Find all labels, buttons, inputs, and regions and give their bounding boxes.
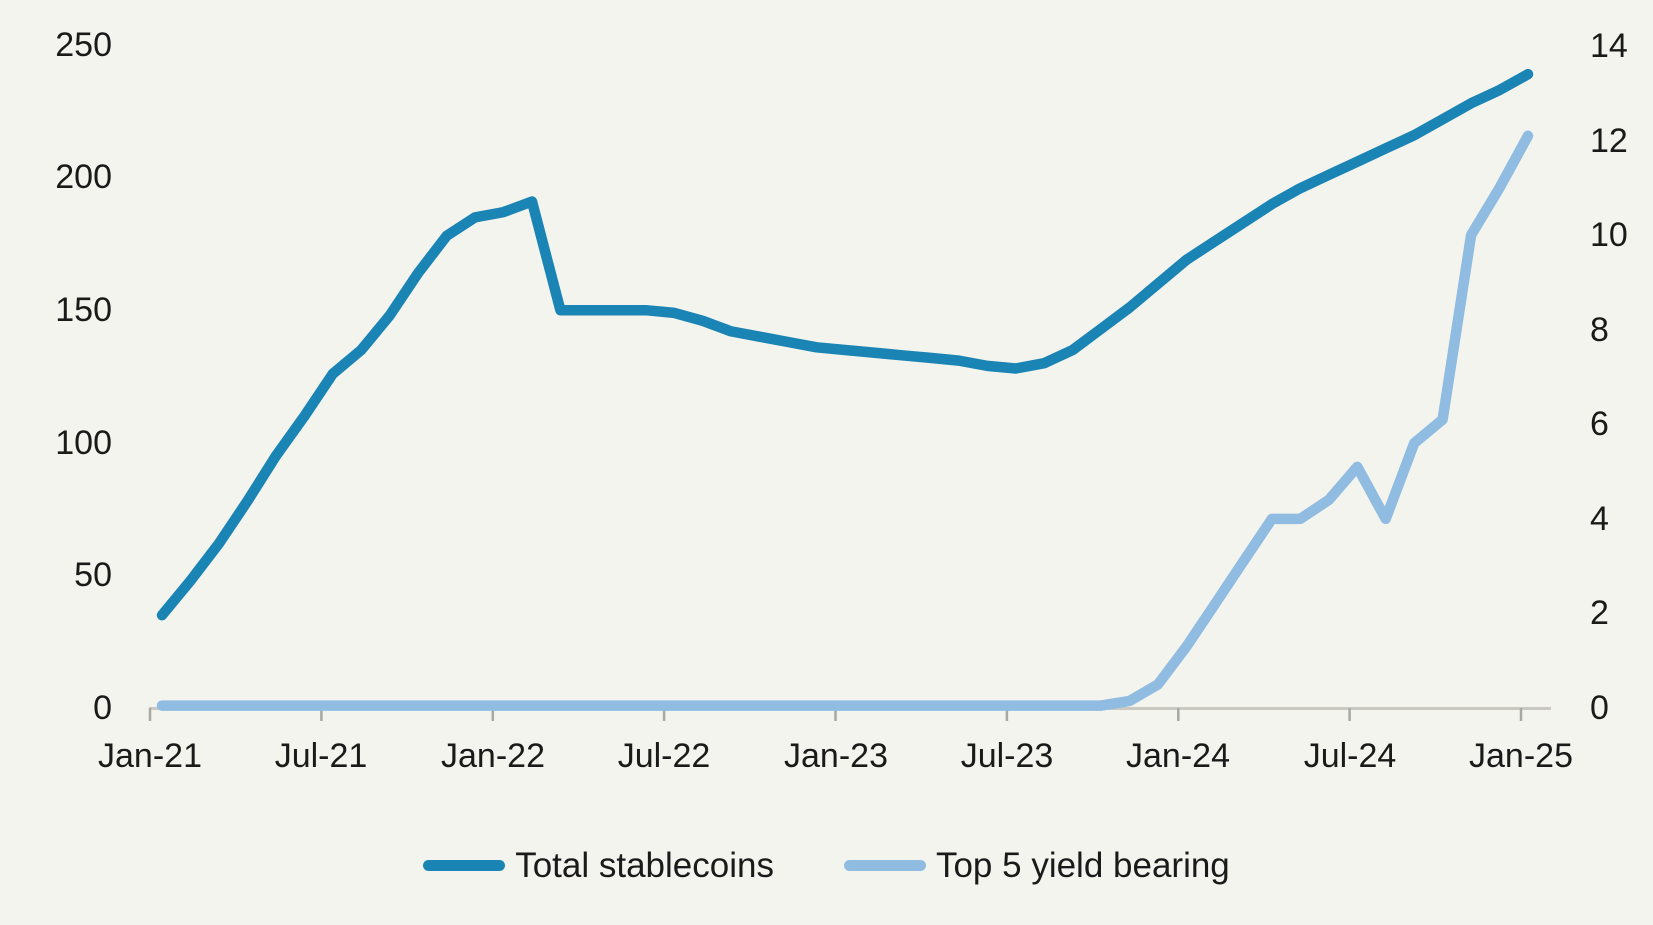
legend-label-total-stablecoins: Total stablecoins xyxy=(515,846,774,885)
x-axis-tick-label: Jan-25 xyxy=(1469,737,1573,775)
right-axis-tick-label: 4 xyxy=(1590,500,1609,538)
right-axis-tick-label: 12 xyxy=(1590,122,1628,160)
right-axis-tick-label: 10 xyxy=(1590,216,1628,254)
series-line-0 xyxy=(156,68,1534,621)
legend-item-top5-yield-bearing: Top 5 yield bearing xyxy=(843,846,1230,885)
x-axis-tick-label: Jul-22 xyxy=(617,737,711,775)
left-axis-tick-label: 50 xyxy=(74,556,112,594)
x-axis-tick-label: Jan-24 xyxy=(1126,737,1230,775)
right-axis-tick-label: 8 xyxy=(1590,311,1609,349)
legend-swatch-total-stablecoins xyxy=(423,860,506,871)
right-axis-tick-label: 0 xyxy=(1590,689,1609,727)
x-axis-tick-label: Jul-24 xyxy=(1303,737,1397,775)
right-axis-tick-label: 14 xyxy=(1590,27,1628,65)
series-line-1 xyxy=(156,130,1534,711)
x-axis-tick-label: Jul-23 xyxy=(960,737,1054,775)
legend-item-total-stablecoins: Total stablecoins xyxy=(423,848,774,883)
right-axis-tick-label: 2 xyxy=(1590,594,1609,632)
left-axis-tick-label: 100 xyxy=(55,424,112,462)
legend-swatch-top5-yield-bearing xyxy=(843,860,926,871)
right-axis-tick-label: 6 xyxy=(1590,405,1609,443)
x-axis-tick-label: Jan-22 xyxy=(441,737,545,775)
left-axis-tick-label: 150 xyxy=(55,291,112,329)
x-axis-tick-label: Jul-21 xyxy=(274,737,368,775)
legend-label-top5-yield-bearing: Top 5 yield bearing xyxy=(935,846,1230,885)
left-axis-tick-label: 200 xyxy=(55,158,112,196)
left-axis-tick-label: 0 xyxy=(93,689,112,727)
legend: Total stablecoins Top 5 yield bearing xyxy=(0,848,1653,883)
left-axis-tick-label: 250 xyxy=(55,26,112,64)
x-axis-tick-label: Jan-21 xyxy=(98,737,202,775)
x-axis-tick-label: Jan-23 xyxy=(784,737,888,775)
